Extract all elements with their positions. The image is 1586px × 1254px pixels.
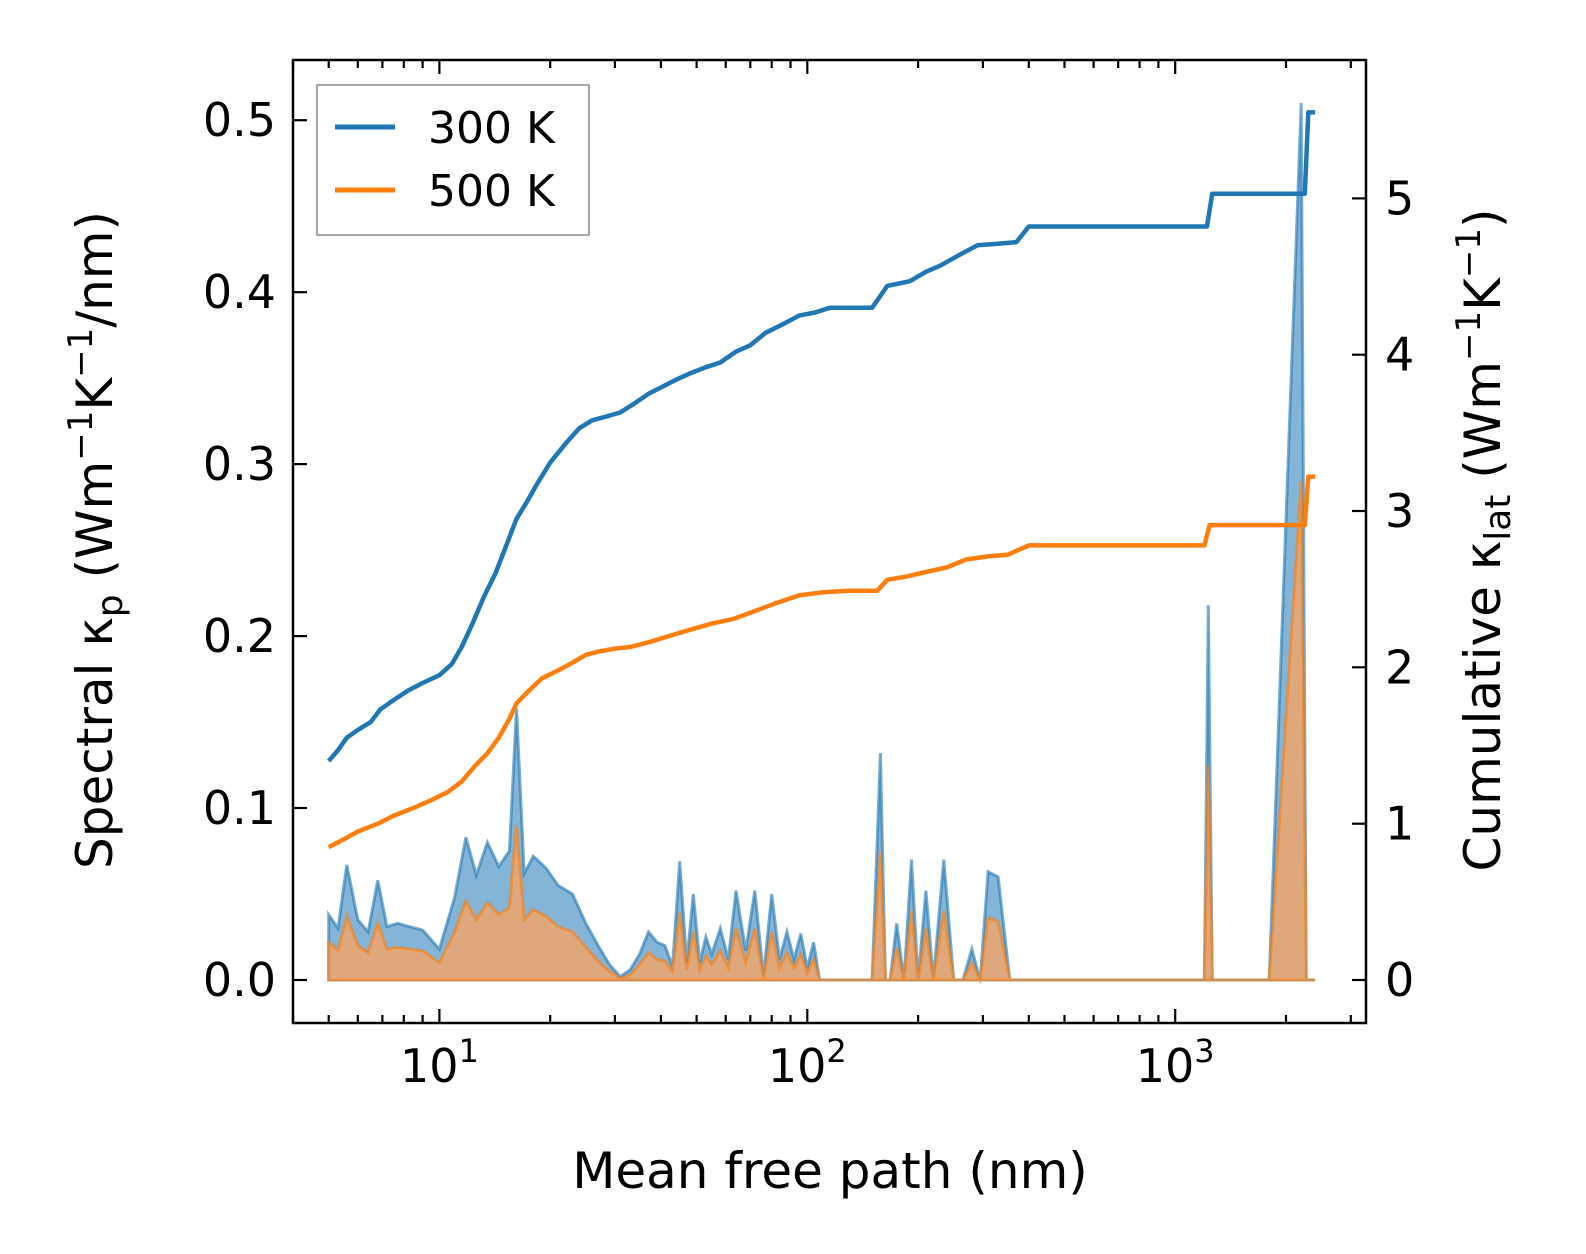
cumulative-line-500k [327,474,1316,850]
axis-ticks [291,60,1366,1023]
y-right-tick-label: 3 [1385,484,1414,538]
y-left-tick-label: 0.1 [203,781,276,835]
cumulative-line-300k [326,110,1316,763]
y-right-tick-label: 2 [1385,640,1414,694]
plot-frame [291,58,1368,1025]
y-right-tick-label: 1 [1385,797,1414,851]
y-left-tick-label: 0.4 [203,265,276,319]
legend-label-300k: 300 K [428,103,556,154]
x-axis-label: Mean free path (nm) [572,1142,1088,1200]
x-tick-label: 102 [768,1032,847,1093]
right-y-axis-label: Cumulative κlat (Wm−1K−1) [1449,208,1519,871]
y-right-tick-label: 4 [1385,328,1414,382]
left-y-label-text: Spectral κp (Wm−1K−1/nm) [61,211,131,869]
right-y-label-text: Cumulative κlat (Wm−1K−1) [1449,208,1519,871]
y-right-tick-label: 5 [1385,171,1414,225]
y-left-tick-label: 0.5 [203,93,276,147]
tick-labels: 101 102 103 0.0 0.1 0.2 0.3 0.4 0.5 0 1 2 3 4 5 [203,93,1414,1093]
legend-label-500k: 500 K [428,166,556,217]
y-left-tick-label: 0.0 [203,953,276,1007]
cumulative-lines [326,110,1316,850]
y-left-tick-label: 0.3 [203,437,276,491]
spectral-fills [327,102,1316,986]
spectral-area-500k [327,481,1316,986]
x-tick-label: 103 [1136,1032,1215,1093]
legend: 300 K 500 K [316,84,590,236]
y-right-tick-label: 0 [1385,953,1414,1007]
y-left-tick-label: 0.2 [203,609,276,663]
legend-box [316,84,590,236]
left-y-axis-label: Spectral κp (Wm−1K−1/nm) [61,211,131,869]
x-tick-label: 101 [400,1032,479,1093]
